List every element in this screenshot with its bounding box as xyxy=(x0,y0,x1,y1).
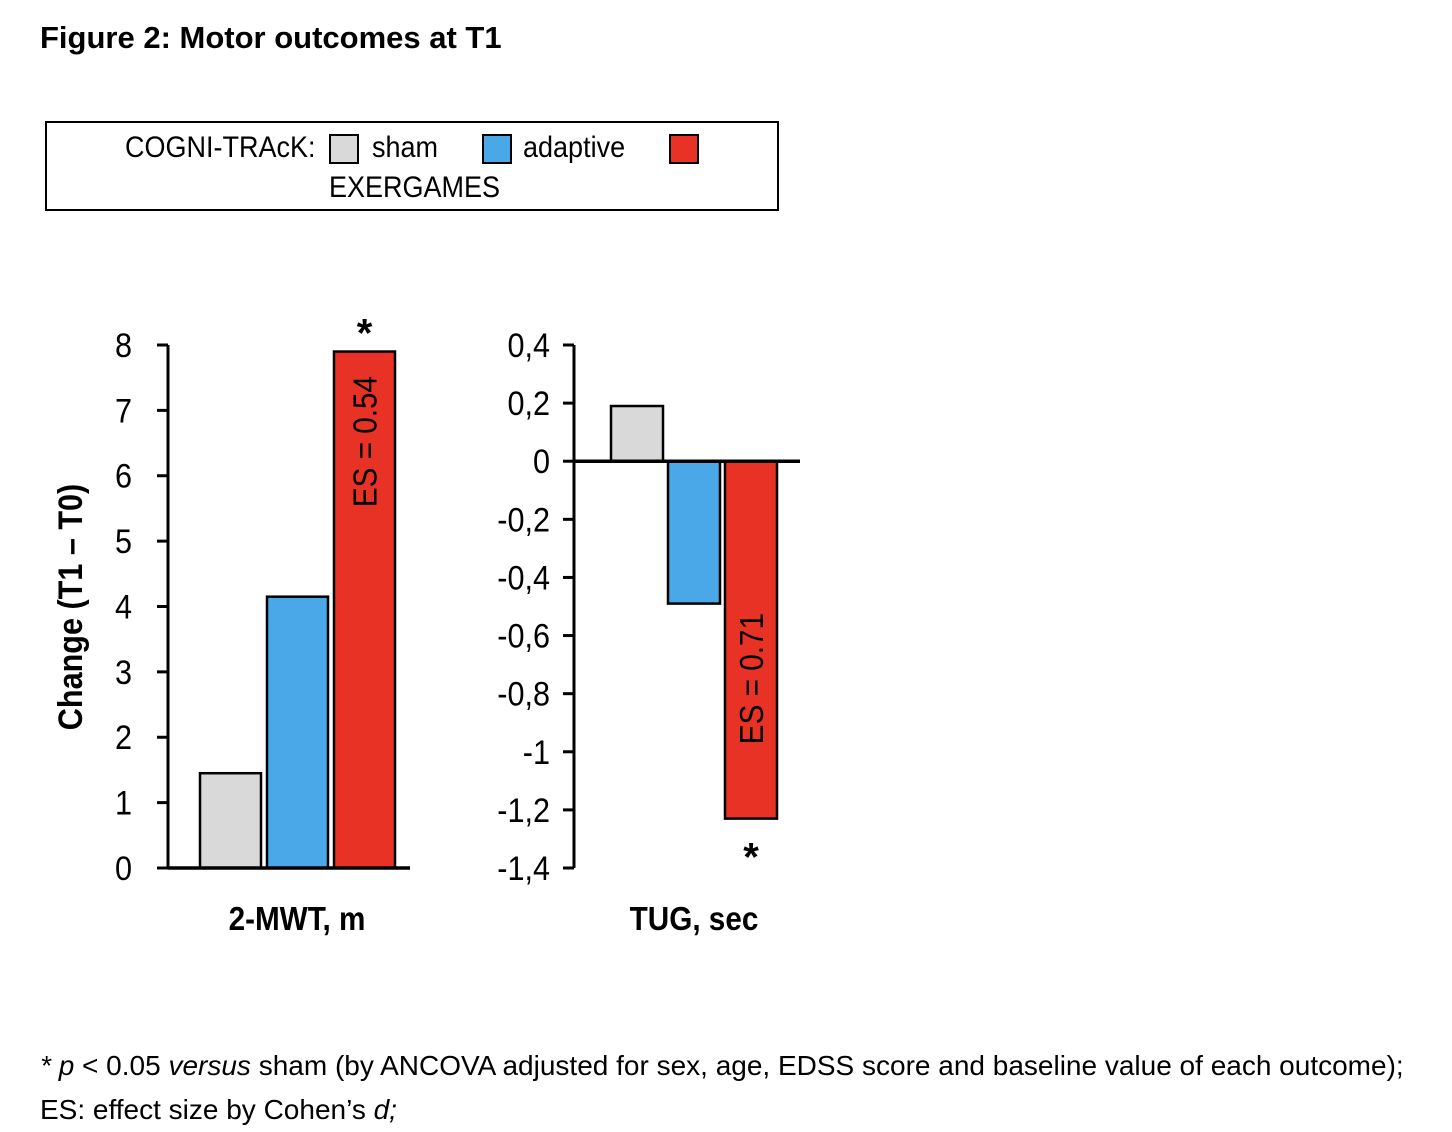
legend-label-exergames: EXERGAMES xyxy=(329,171,501,204)
legend-label-sham: sham xyxy=(372,131,439,164)
tug-y-tick-label: 0,4 xyxy=(507,327,550,365)
mwt-y-tick-label: 7 xyxy=(115,392,132,430)
legend-swatch-sham xyxy=(329,134,359,164)
tug-y-tick-label: -1,4 xyxy=(497,850,550,888)
mwt-y-tick-label: 6 xyxy=(115,457,132,495)
tug-bar-sham xyxy=(609,404,665,463)
mwt-y-tick-label: 4 xyxy=(115,588,132,626)
tug-y-tick-label: -0,6 xyxy=(497,617,550,655)
tug-x-axis-label: TUG, sec xyxy=(630,901,759,938)
legend: COGNI-TRAcK: sham adaptive EXERGAMES xyxy=(45,121,779,211)
tug-y-tick-label: -1,2 xyxy=(497,791,550,829)
mwt-y-tick-label: 5 xyxy=(115,523,132,561)
mwt-significance-star: * xyxy=(357,312,373,356)
mwt-bar-exergames xyxy=(332,350,397,870)
tug-bar-exergames xyxy=(723,459,779,820)
mwt-y-tick-label: 8 xyxy=(115,327,132,365)
mwt-y-tick-label: 0 xyxy=(115,850,132,888)
mwt-bar-adaptive xyxy=(265,595,330,870)
tug-y-tick-label: -0,8 xyxy=(497,675,550,713)
tug-y-tick-label: 0,2 xyxy=(507,385,550,423)
tug-significance-star: * xyxy=(743,836,759,880)
tug-y-tick-label: -0,4 xyxy=(497,559,550,597)
footnote-text2: sham (by ANCOVA adjusted for sex, age, E… xyxy=(40,1050,1404,1125)
legend-swatch-adaptive xyxy=(482,134,512,164)
tug-y-tick-label: 0 xyxy=(533,443,550,481)
mwt-y-tick-label: 3 xyxy=(115,653,132,691)
footnote-p: p xyxy=(58,1050,75,1081)
tug-y-tick-label: -0,2 xyxy=(497,501,550,539)
footnote-d: d; xyxy=(373,1094,397,1125)
tug-bar-annotation: ES = 0.71 xyxy=(734,613,771,744)
y-axis-label: Change (T1 – T0) xyxy=(52,484,90,730)
legend-label: COGNI-TRAcK: xyxy=(125,131,316,164)
figure-title: Figure 2: Motor outcomes at T1 xyxy=(40,20,502,55)
mwt-x-axis-label: 2-MWT, m xyxy=(229,901,366,938)
mwt-y-tick-label: 1 xyxy=(115,784,132,822)
footnote-versus: versus xyxy=(168,1050,251,1081)
mwt-bar-sham xyxy=(198,771,263,870)
tug-bar-adaptive xyxy=(666,459,722,605)
mwt-bar-annotation: ES = 0.54 xyxy=(347,376,384,507)
legend-label-adaptive: adaptive xyxy=(523,131,626,164)
chart-area: 0 1 2 3 4 5 6 7 8 ES = 0.54 * 2-MWT, m Change (T1 – … xyxy=(52,312,800,938)
footnote: * p < 0.05 versus sham (by ANCOVA adjust… xyxy=(40,1044,1420,1132)
mwt-y-tick-label: 2 xyxy=(115,719,132,757)
footnote-text1: < 0.05 xyxy=(74,1050,169,1081)
footnote-star: * xyxy=(40,1050,51,1081)
tug-y-tick-label: -1 xyxy=(523,733,550,771)
legend-swatch-exergames xyxy=(669,134,699,164)
